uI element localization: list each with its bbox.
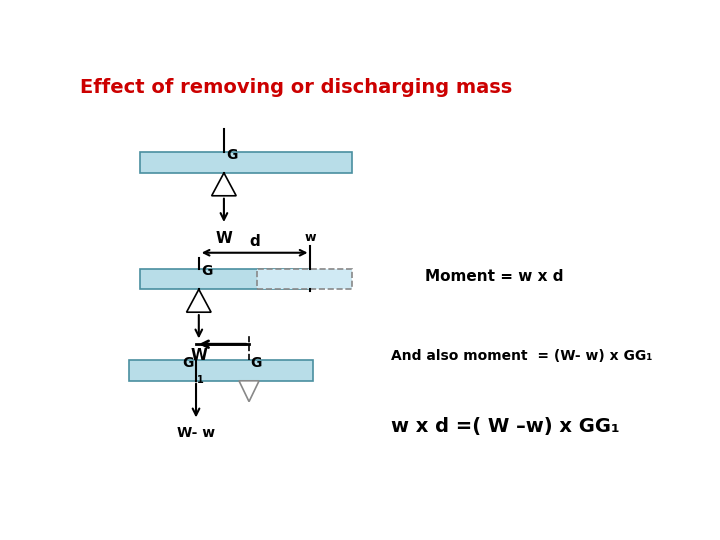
Text: w x d =( W –w) x GG₁: w x d =( W –w) x GG₁ <box>392 417 620 436</box>
Text: G: G <box>251 356 262 370</box>
Polygon shape <box>239 381 259 402</box>
Polygon shape <box>186 289 211 312</box>
Text: W: W <box>190 348 207 362</box>
Text: W: W <box>215 231 233 246</box>
Bar <box>140 268 307 289</box>
Bar <box>140 152 352 173</box>
Text: w: w <box>305 231 316 244</box>
Text: G: G <box>182 356 193 370</box>
Text: G: G <box>227 147 238 161</box>
Text: And also moment  = (W- w) x GG₁: And also moment = (W- w) x GG₁ <box>392 349 653 363</box>
Text: d: d <box>249 234 260 248</box>
Bar <box>129 360 313 381</box>
Text: Effect of removing or discharging mass: Effect of removing or discharging mass <box>81 78 513 97</box>
Text: W- w: W- w <box>177 426 215 440</box>
Text: G: G <box>201 264 212 278</box>
Polygon shape <box>212 173 236 196</box>
Bar <box>258 268 352 289</box>
Text: Moment = w x d: Moment = w x d <box>425 269 563 285</box>
Text: 1: 1 <box>197 375 204 386</box>
